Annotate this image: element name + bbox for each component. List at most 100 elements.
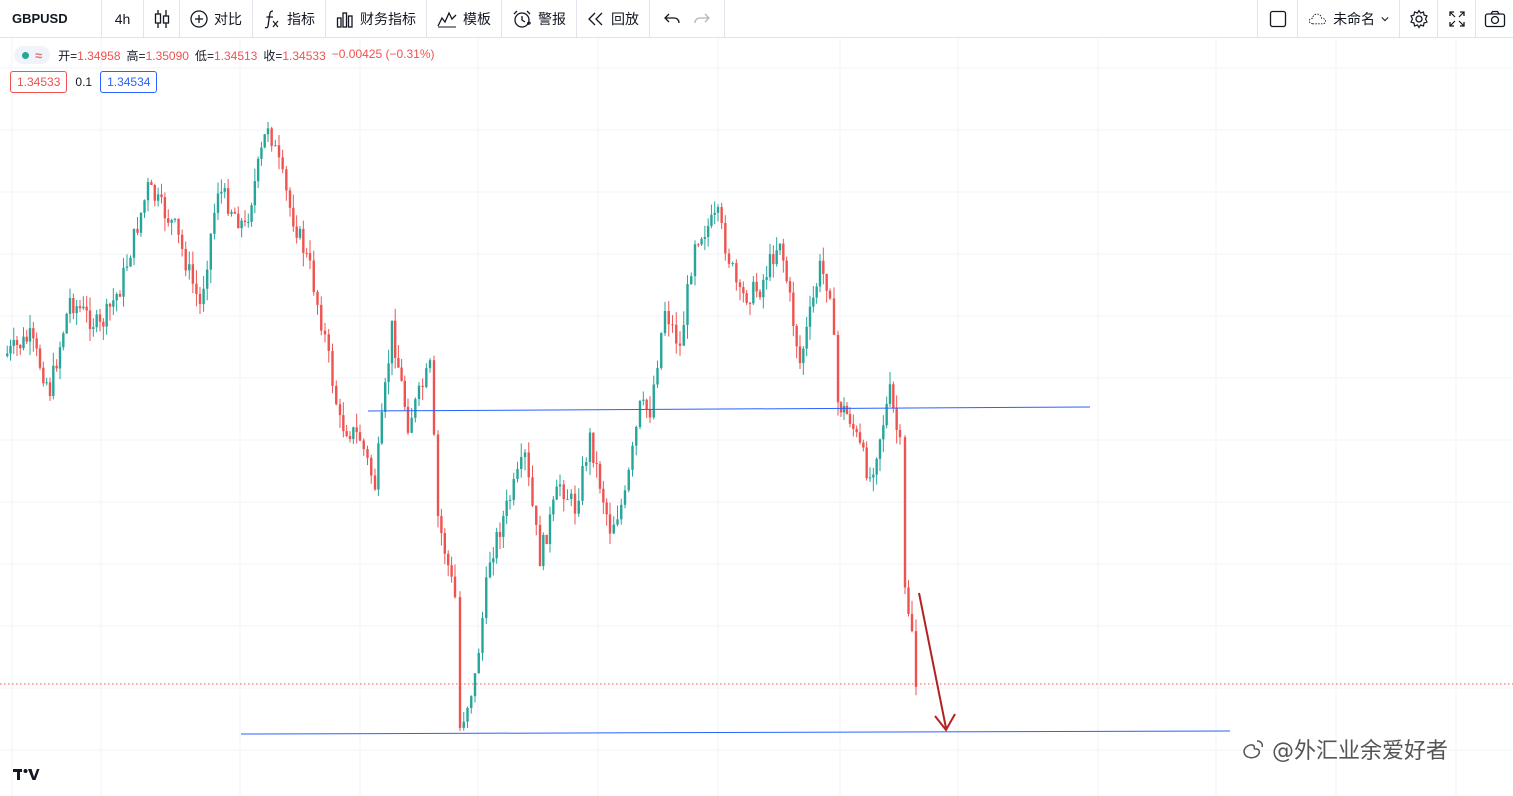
candle-body (75, 306, 78, 314)
candle-body (758, 291, 762, 298)
candle-body (690, 276, 693, 285)
candle-body (274, 145, 277, 147)
candle-body (592, 432, 595, 463)
candle-body (895, 408, 898, 430)
candle-body (316, 291, 319, 305)
undo-redo-group (650, 0, 725, 38)
snapshot-button[interactable] (1475, 0, 1513, 38)
candle-body (198, 293, 202, 305)
layout-name-button[interactable]: 未命名 (1297, 0, 1399, 38)
series-visibility-pill[interactable]: ≈ (14, 46, 51, 64)
indicators-button[interactable]: 指标 (253, 0, 326, 38)
candle-body (312, 260, 315, 292)
candle-body (188, 264, 191, 271)
candle-body (914, 631, 918, 687)
sell-price-button[interactable]: 1.34533 (10, 71, 68, 93)
toolbar-right: 未命名 (1257, 0, 1513, 38)
template-icon (437, 10, 457, 27)
candle-body (762, 279, 765, 298)
candle-body (616, 519, 619, 525)
down-arrow-annotation[interactable] (918, 592, 956, 732)
candle-body (822, 260, 825, 275)
candle-body (495, 532, 498, 559)
candle-body (425, 368, 428, 388)
symbol-search-button[interactable]: GBPUSD (0, 0, 102, 38)
camera-icon (1484, 10, 1505, 27)
candle-body (466, 708, 469, 722)
interval-button[interactable]: 4h (102, 0, 144, 38)
resistance-trendline[interactable] (367, 406, 1091, 412)
candle-body (745, 293, 748, 303)
candle-body (700, 238, 703, 245)
candle-body (788, 281, 792, 293)
candle-body (277, 145, 281, 158)
candle-body (206, 269, 209, 289)
candle-body (82, 306, 85, 309)
compare-button[interactable]: 对比 (180, 0, 253, 38)
undo-icon[interactable] (664, 12, 680, 26)
candle-body (55, 365, 58, 369)
candle-body (527, 452, 530, 478)
spread-value: 0.1 (75, 75, 93, 89)
fullscreen-square-button[interactable] (1257, 0, 1297, 38)
bar-chart-icon (336, 11, 353, 28)
redo-icon[interactable] (694, 12, 710, 26)
candle-body (872, 474, 875, 478)
candle-body (302, 228, 305, 253)
replay-button[interactable]: 回放 (577, 0, 650, 38)
candle-body (436, 434, 440, 517)
candle-body (523, 452, 527, 458)
candle-body (440, 516, 443, 534)
indicators-label: 指标 (287, 10, 315, 27)
candle-body (98, 314, 102, 322)
candle-body (598, 463, 602, 489)
candle-body (177, 218, 180, 235)
candle-body (505, 500, 508, 517)
candle-body (558, 484, 562, 487)
tradingview-logo-icon[interactable] (12, 764, 40, 784)
chart-grid (0, 38, 1513, 796)
candle-body (577, 500, 580, 514)
maximize-button[interactable] (1437, 0, 1475, 38)
financials-button[interactable]: 财务指标 (326, 0, 427, 38)
candle-body (15, 339, 19, 346)
candle-body (825, 274, 828, 291)
chart-type-button[interactable] (144, 0, 180, 38)
candle-body (387, 363, 390, 383)
candle-body (562, 484, 565, 500)
replay-label: 回放 (611, 10, 639, 27)
candle-body (678, 343, 682, 346)
candle-body (72, 298, 75, 314)
candle-body (713, 212, 716, 215)
buy-price-button[interactable]: 1.34534 (100, 71, 158, 93)
candle-body (898, 429, 902, 438)
candle-body (755, 281, 758, 292)
candle-body (735, 263, 738, 283)
candle-body (173, 218, 177, 220)
candle-body (516, 468, 519, 480)
watermark: @外汇业余爱好者 (1240, 733, 1448, 765)
candle-body (477, 652, 480, 674)
candle-body (342, 415, 345, 432)
candle-body (581, 465, 584, 501)
quote-boxes: 1.34533 0.1 1.34534 (10, 71, 158, 93)
candle-body (136, 228, 139, 233)
candle-body (112, 300, 115, 307)
toolbar-spacer (725, 0, 1257, 38)
layout-name-label: 未命名 (1333, 10, 1376, 27)
candle-body (836, 334, 840, 403)
chart-legend: ≈ 开=1.34958 高=1.35090 低=1.34513 收=1.3453… (14, 46, 435, 64)
compare-label: 对比 (214, 10, 242, 27)
settings-button[interactable] (1399, 0, 1437, 38)
candle-body (230, 211, 233, 214)
price-chart[interactable] (0, 38, 1513, 796)
templates-button[interactable]: 模板 (427, 0, 502, 38)
candle-body (184, 248, 187, 271)
candle-body (785, 260, 788, 282)
candle-body (380, 411, 383, 444)
candle-body (12, 339, 15, 346)
candle-body (28, 328, 32, 342)
candle-body (428, 360, 432, 369)
alert-button[interactable]: 警报 (502, 0, 577, 38)
support-trendline[interactable] (240, 730, 1231, 735)
